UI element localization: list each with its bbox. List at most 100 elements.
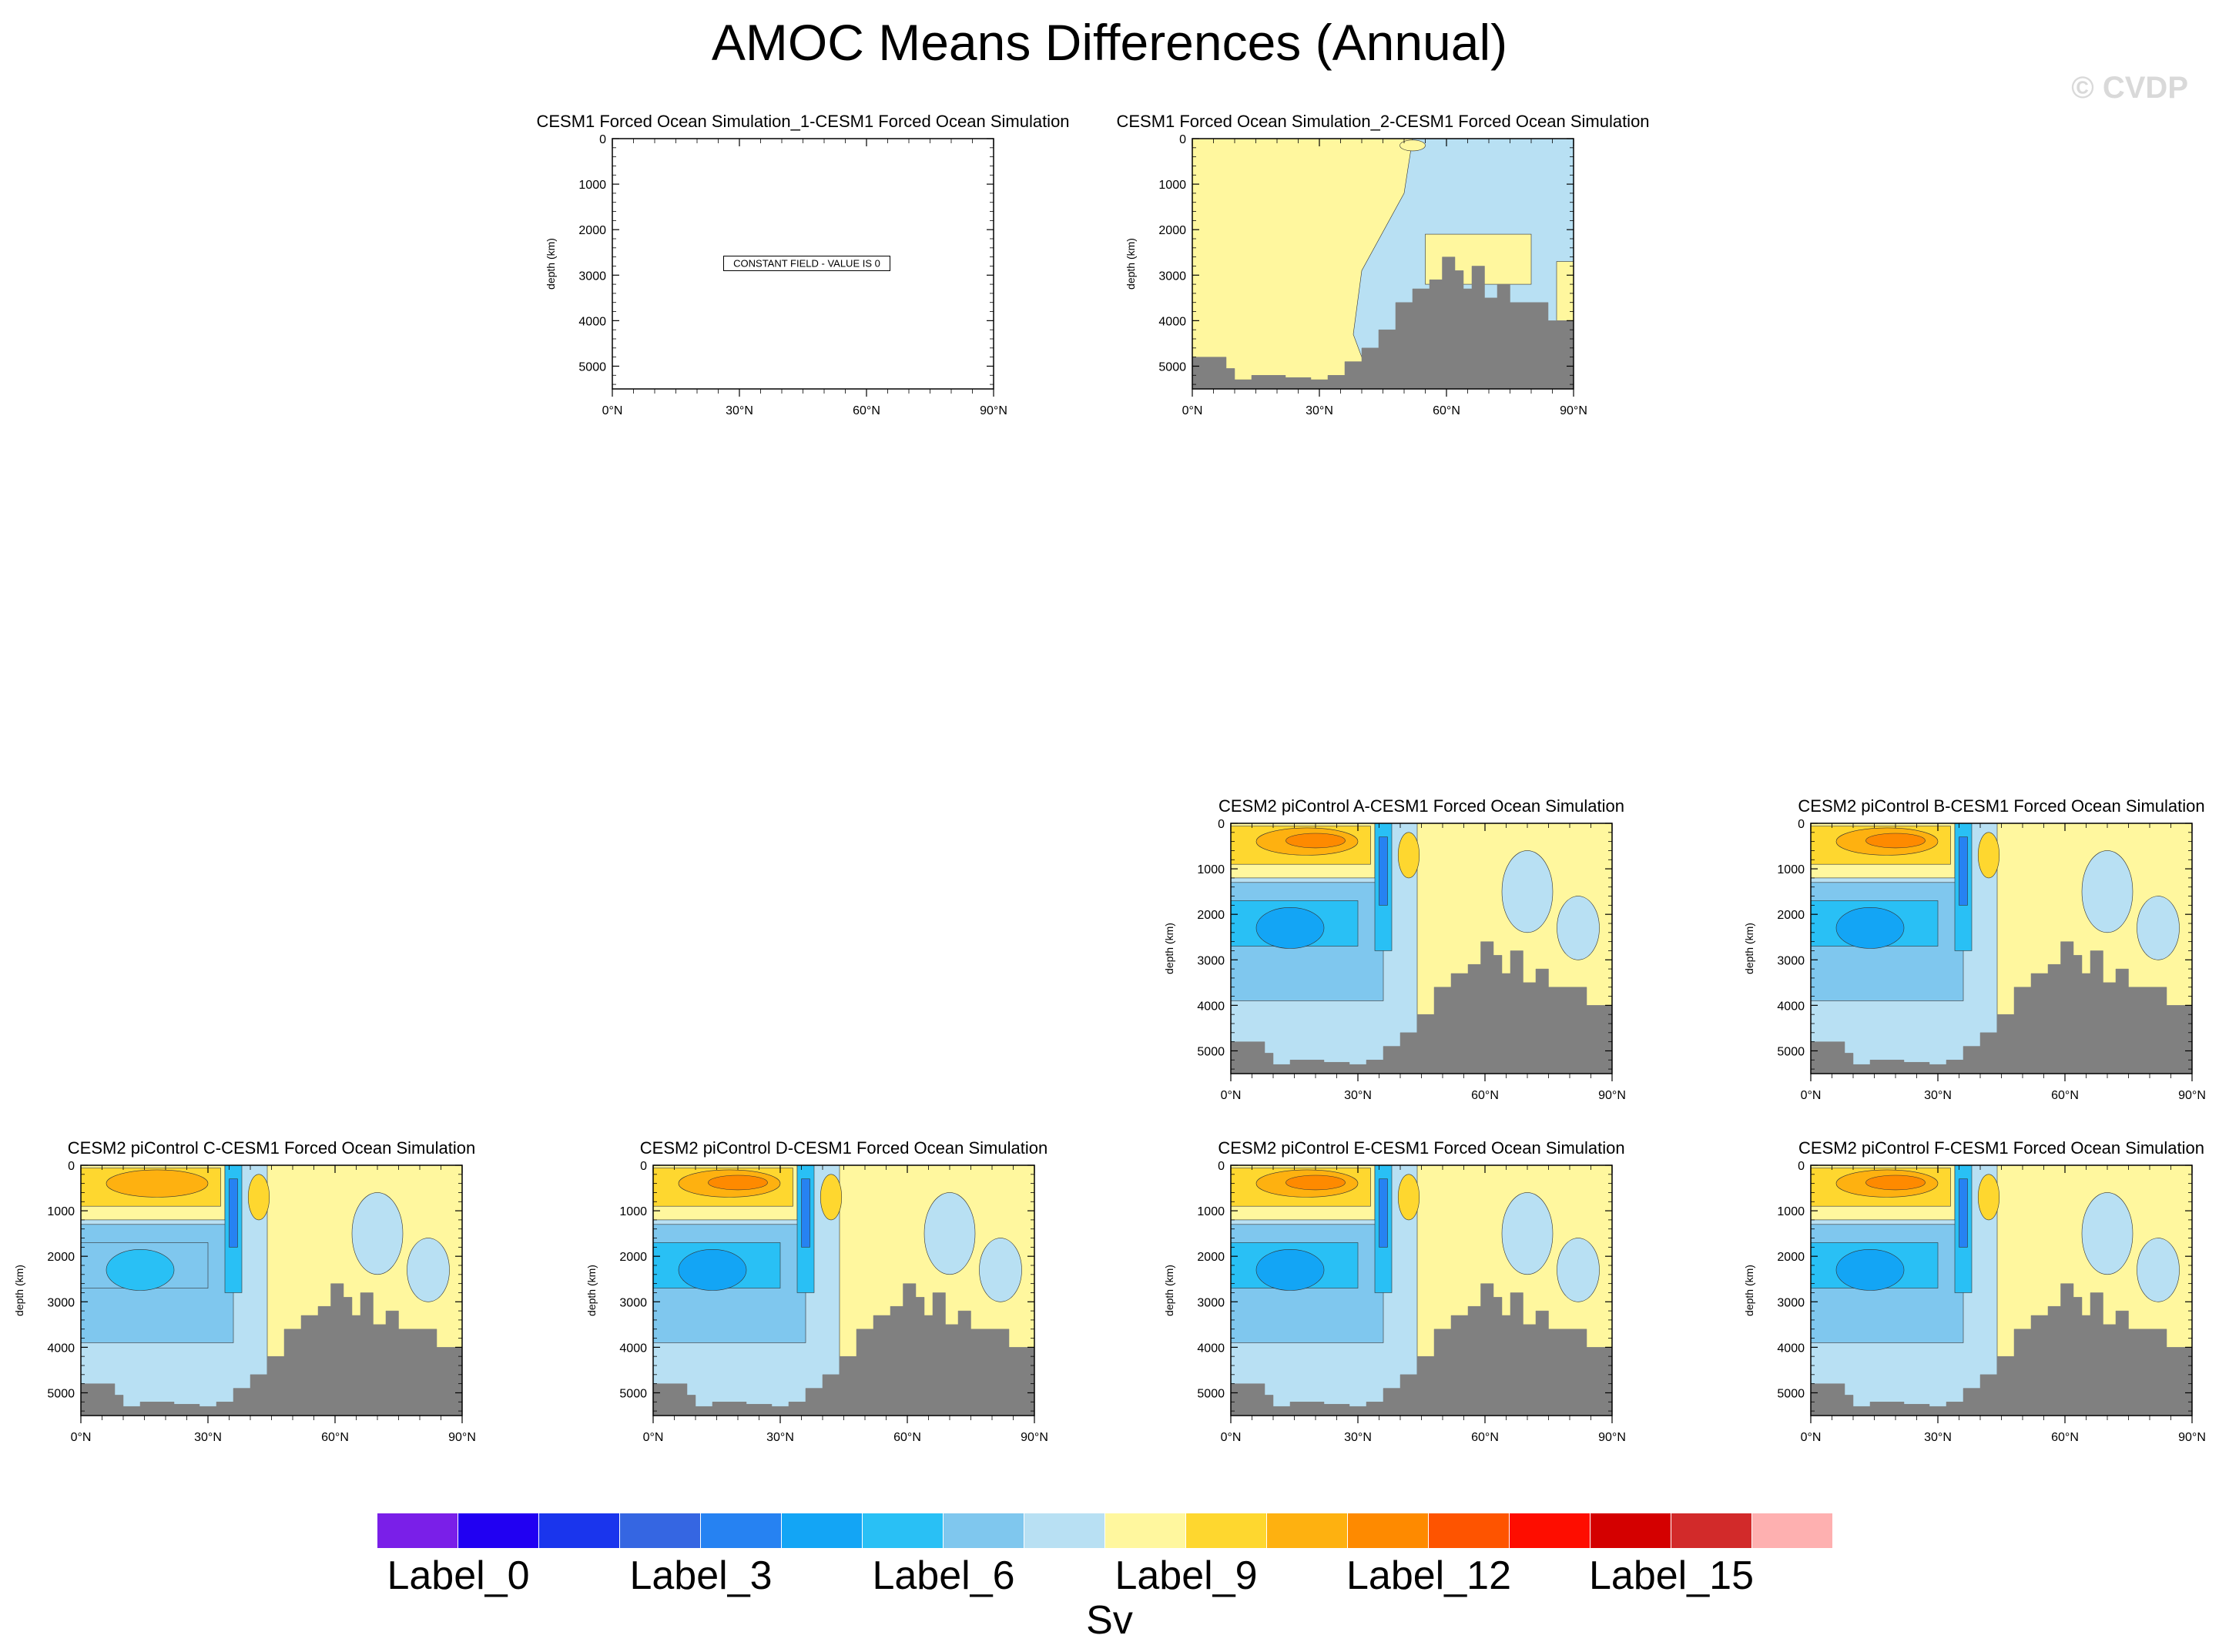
contour-field <box>1192 138 1574 390</box>
x-tick-label: 90°N <box>448 1431 476 1444</box>
y-tick-label: 2000 <box>1197 909 1225 922</box>
y-tick-label: 0 <box>640 1160 647 1173</box>
y-tick-label: 3000 <box>47 1296 75 1309</box>
y-tick-label: 2000 <box>1777 1251 1805 1264</box>
y-tick-label: 1000 <box>1777 863 1805 876</box>
y-tick-label: 1000 <box>1777 1205 1805 1218</box>
panel-cesm2-picontrol-a-diff: CESM2 piControl A-CESM1 Forced Ocean Sim… <box>1150 796 1689 1120</box>
y-axis-label: depth (km) <box>1125 238 1137 290</box>
panel-plot: 0 1000 2000 3000 4000 5000 0°N 30°N 60°N 90°N dept… <box>13 1160 476 1444</box>
y-tick-label: 1000 <box>619 1205 647 1218</box>
x-tick-label: 30°N <box>1924 1089 1952 1102</box>
contour-field <box>1230 1164 1613 1416</box>
x-tick-label: 90°N <box>2178 1089 2206 1102</box>
x-tick-label: 90°N <box>2178 1431 2206 1444</box>
colorbar-swatch-2 <box>539 1513 620 1548</box>
panel-plot: 0 1000 2000 3000 4000 5000 0°N 30°N 60°N 90°N dept… <box>1743 818 2206 1102</box>
colorbar-swatch-4 <box>701 1513 782 1548</box>
colorbar-units: Sv <box>1086 1598 1133 1643</box>
colorbar-swatch-10 <box>1186 1513 1267 1548</box>
x-tick-label: 60°N <box>1471 1089 1499 1102</box>
y-tick-label: 3000 <box>1197 1296 1225 1309</box>
figure-title: AMOC Means Differences (Annual) <box>711 14 1508 71</box>
colorbar <box>377 1513 1833 1548</box>
panel-cesm2-picontrol-d-diff: CESM2 piControl D-CESM1 Forced Ocean Sim… <box>572 1138 1111 1462</box>
y-axis-label: depth (km) <box>1163 923 1175 974</box>
y-axis-label: depth (km) <box>545 238 557 290</box>
y-tick-label: 0 <box>1179 133 1186 146</box>
colorbar-swatch-6 <box>863 1513 944 1548</box>
x-tick-label: 60°N <box>321 1431 349 1444</box>
y-tick-label: 4000 <box>1197 1342 1225 1355</box>
y-tick-label: 2000 <box>1197 1251 1225 1264</box>
y-tick-label: 0 <box>1798 818 1805 831</box>
panel-cesm1-sim1-diff: CESM1 Forced Ocean Simulation_1-CESM1 Fo… <box>531 112 1071 435</box>
y-tick-label: 0 <box>1218 1160 1225 1173</box>
y-tick-label: 1000 <box>1197 863 1225 876</box>
panel-title: CESM2 piControl D-CESM1 Forced Ocean Sim… <box>639 1138 1048 1158</box>
panel-cesm1-sim2-diff: CESM1 Forced Ocean Simulation_2-CESM1 Fo… <box>1111 112 1651 435</box>
y-tick-label: 5000 <box>1197 1387 1225 1400</box>
y-tick-label: 1000 <box>1197 1205 1225 1218</box>
x-tick-label: 90°N <box>980 404 1007 417</box>
x-tick-label: 0°N <box>1221 1431 1242 1444</box>
colorbar-label: Label_12 <box>1346 1553 1511 1598</box>
colorbar-swatch-9 <box>1105 1513 1186 1548</box>
y-tick-label: 1000 <box>578 179 606 192</box>
x-tick-label: 60°N <box>2051 1089 2079 1102</box>
y-axis-label: depth (km) <box>585 1265 598 1316</box>
y-tick-label: 4000 <box>619 1342 647 1355</box>
colorbar-swatch-3 <box>620 1513 701 1548</box>
panel-title: CESM2 piControl F-CESM1 Forced Ocean Sim… <box>1798 1138 2204 1158</box>
y-tick-label: 2000 <box>578 224 606 237</box>
colorbar-swatch-7 <box>944 1513 1024 1548</box>
y-tick-label: 0 <box>599 133 606 146</box>
panel-title: CESM1 Forced Ocean Simulation_2-CESM1 Fo… <box>1116 112 1650 131</box>
colorbar-label: Label_6 <box>872 1553 1015 1598</box>
x-tick-label: 60°N <box>893 1431 921 1444</box>
contour-field <box>80 1164 463 1416</box>
colorbar-swatch-17 <box>1752 1513 1833 1548</box>
panel-title: CESM2 piControl B-CESM1 Forced Ocean Sim… <box>1798 796 2205 816</box>
colorbar-label: Label_3 <box>629 1553 773 1598</box>
y-tick-label: 1000 <box>1158 179 1186 192</box>
colorbar-swatch-5 <box>782 1513 863 1548</box>
y-tick-label: 5000 <box>1777 1045 1805 1058</box>
x-tick-label: 0°N <box>71 1431 92 1444</box>
y-tick-label: 2000 <box>1158 224 1186 237</box>
y-tick-label: 5000 <box>47 1387 75 1400</box>
y-tick-label: 0 <box>1798 1160 1805 1173</box>
contour-field <box>1810 1164 2193 1416</box>
x-tick-label: 0°N <box>1182 404 1203 417</box>
y-tick-label: 2000 <box>619 1251 647 1264</box>
x-tick-label: 0°N <box>1221 1089 1242 1102</box>
colorbar-label: Label_9 <box>1115 1553 1258 1598</box>
y-tick-label: 2000 <box>1777 909 1805 922</box>
colorbar-swatch-15 <box>1591 1513 1671 1548</box>
y-tick-label: 3000 <box>619 1296 647 1309</box>
y-axis-label: depth (km) <box>1743 1265 1755 1316</box>
colorbar-swatch-14 <box>1510 1513 1591 1548</box>
panel-plot: 0 1000 2000 3000 4000 5000 0°N 30°N 60°N 90°N dept… <box>545 133 1007 417</box>
x-tick-label: 30°N <box>1344 1089 1372 1102</box>
colorbar-swatch-11 <box>1267 1513 1348 1548</box>
panel-title: CESM2 piControl A-CESM1 Forced Ocean Sim… <box>1218 796 1624 816</box>
y-tick-label: 4000 <box>578 315 606 328</box>
cvdp-watermark: © CVDP <box>2071 71 2188 105</box>
colorbar-label: Label_15 <box>1589 1553 1754 1598</box>
y-tick-label: 4000 <box>1158 315 1186 328</box>
contour-field <box>652 1164 1035 1416</box>
y-axis-label: depth (km) <box>1743 923 1755 974</box>
y-tick-label: 5000 <box>619 1387 647 1400</box>
y-tick-label: 4000 <box>1777 1342 1805 1355</box>
x-tick-label: 30°N <box>1344 1431 1372 1444</box>
x-tick-label: 0°N <box>1801 1089 1822 1102</box>
x-tick-label: 30°N <box>1924 1431 1952 1444</box>
panel-plot: 0 1000 2000 3000 4000 5000 0°N 30°N 60°N 90°N dept… <box>1743 1160 2206 1444</box>
x-tick-label: 30°N <box>726 404 753 417</box>
x-tick-label: 0°N <box>643 1431 664 1444</box>
x-tick-label: 90°N <box>1021 1431 1048 1444</box>
y-tick-label: 3000 <box>1158 270 1186 283</box>
contour-field <box>1230 823 1613 1074</box>
y-tick-label: 5000 <box>578 360 606 374</box>
